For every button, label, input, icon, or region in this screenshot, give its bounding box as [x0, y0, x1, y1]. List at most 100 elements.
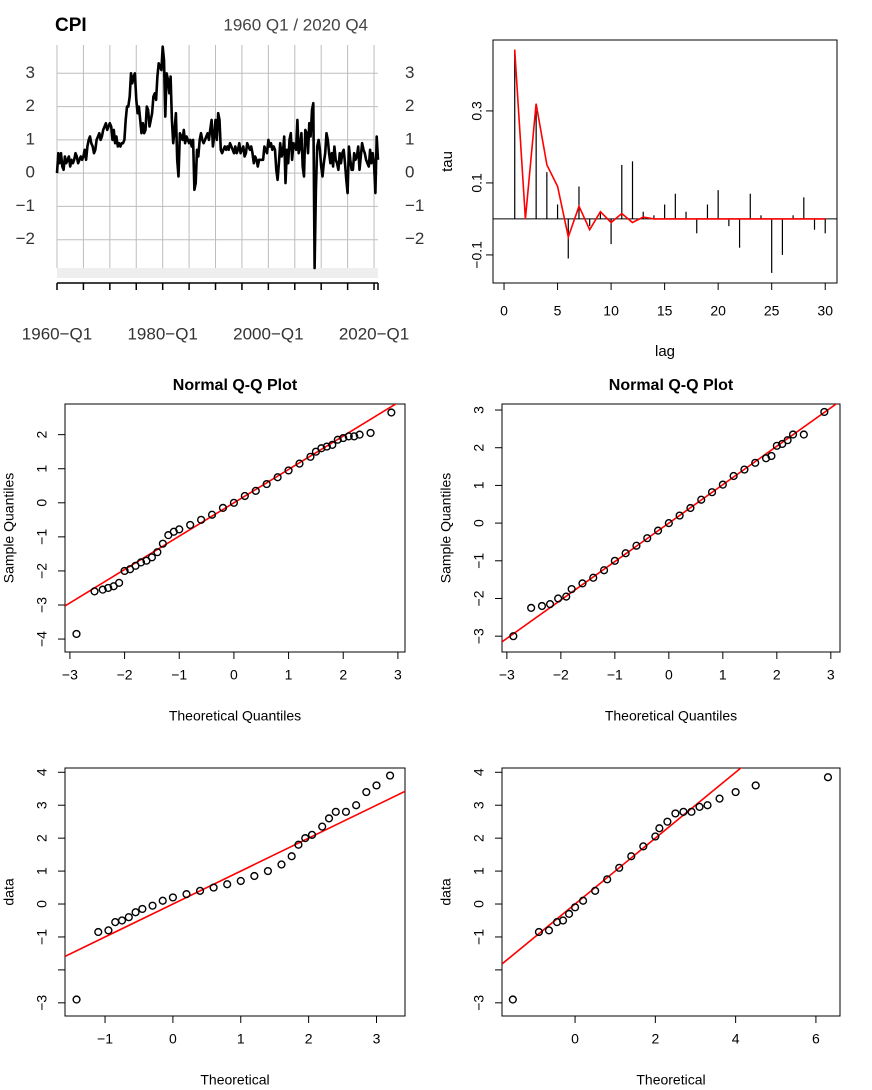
point — [653, 526, 663, 535]
x-tick-label: 2 — [773, 667, 781, 683]
series-line — [55, 45, 380, 270]
point — [544, 926, 554, 935]
point — [799, 430, 808, 439]
x-tick-label: 6 — [812, 1031, 820, 1047]
point — [262, 479, 271, 489]
y-axis-label: tau — [439, 151, 456, 172]
point — [318, 822, 327, 831]
y-axis-label: data — [438, 878, 454, 905]
point — [527, 603, 536, 613]
point — [615, 863, 624, 872]
x-tick-label: 1960−Q1 — [22, 324, 92, 343]
y-tick-label: 2 — [34, 431, 50, 439]
x-tick-label: 2000−Q1 — [233, 324, 303, 343]
point — [350, 432, 359, 441]
reference-line — [65, 790, 405, 958]
y-tick-label: 3 — [34, 801, 50, 809]
point — [111, 918, 120, 927]
y-tick-label: 1 — [471, 867, 487, 875]
point — [322, 442, 331, 451]
point — [651, 832, 660, 841]
point — [534, 927, 544, 937]
point — [287, 852, 296, 861]
series-line — [513, 49, 826, 240]
point — [778, 439, 787, 449]
point — [341, 807, 351, 816]
x-axis-label: Theoretical — [200, 1072, 269, 1088]
point — [627, 852, 636, 861]
x-tick-label: 3 — [373, 1031, 381, 1047]
x-axis-label: Theoretical Quantiles — [605, 708, 737, 724]
x-tick-label: −2 — [117, 667, 133, 683]
point — [218, 503, 228, 513]
point — [823, 773, 833, 782]
point — [284, 466, 293, 475]
point — [610, 556, 619, 565]
point — [783, 436, 792, 445]
y-tick-label: 1 — [471, 481, 487, 489]
point — [115, 578, 124, 587]
y-tick-label: −2 — [16, 229, 35, 248]
reference-line — [65, 404, 398, 607]
point — [117, 916, 127, 925]
x-tick-label: 0 — [230, 667, 238, 683]
point — [197, 515, 206, 524]
point — [317, 444, 326, 453]
x-tick-label: −3 — [499, 667, 515, 683]
y-tick-label: 0 — [26, 163, 35, 182]
y-tick-label: 3 — [471, 801, 487, 809]
point — [567, 584, 576, 594]
point — [263, 866, 273, 876]
y-tick-label-right: 0 — [405, 163, 414, 182]
point — [251, 486, 260, 495]
point — [387, 408, 396, 417]
point — [578, 896, 588, 905]
point — [751, 781, 760, 790]
point — [240, 491, 249, 501]
y-tick-label: 0 — [34, 900, 50, 908]
plot-frame — [492, 39, 838, 284]
point — [695, 802, 704, 811]
x-tick-label: −1 — [607, 667, 623, 683]
chart-subtitle: 1960 Q1 / 2020 Q4 — [223, 15, 368, 34]
point — [686, 503, 695, 513]
point — [729, 471, 738, 481]
point — [333, 435, 342, 444]
y-tick-label-right: 1 — [405, 129, 414, 148]
x-tick-label: 20 — [710, 303, 726, 319]
point — [236, 876, 245, 886]
point — [273, 473, 282, 482]
point — [306, 452, 315, 461]
x-tick-label: 0 — [571, 1031, 579, 1047]
y-tick-label: −1 — [34, 929, 50, 945]
point — [508, 995, 517, 1004]
point — [148, 901, 157, 910]
point — [643, 534, 652, 543]
point — [545, 600, 555, 609]
point — [147, 553, 157, 562]
point — [362, 787, 371, 797]
x-tick-label: −1 — [97, 1031, 113, 1047]
y-tick-label: 3 — [26, 63, 35, 82]
point — [820, 407, 829, 417]
point — [104, 926, 113, 935]
point — [751, 458, 760, 467]
y-tick-label: 1 — [34, 465, 50, 473]
point — [207, 510, 217, 519]
point — [664, 519, 673, 528]
point — [366, 428, 375, 438]
point — [589, 573, 598, 582]
x-tick-label: 2 — [651, 1031, 659, 1047]
y-tick-label: −3 — [471, 628, 487, 644]
point — [767, 451, 776, 461]
point — [372, 781, 381, 790]
y-tick-label: 0 — [34, 499, 50, 507]
y-tick-label-right: 3 — [405, 63, 414, 82]
point — [90, 587, 99, 596]
reference-line — [502, 768, 743, 965]
y-tick-label: −1 — [471, 929, 487, 945]
y-tick-label-right: 2 — [405, 96, 414, 115]
point — [339, 433, 348, 443]
point — [324, 814, 334, 823]
